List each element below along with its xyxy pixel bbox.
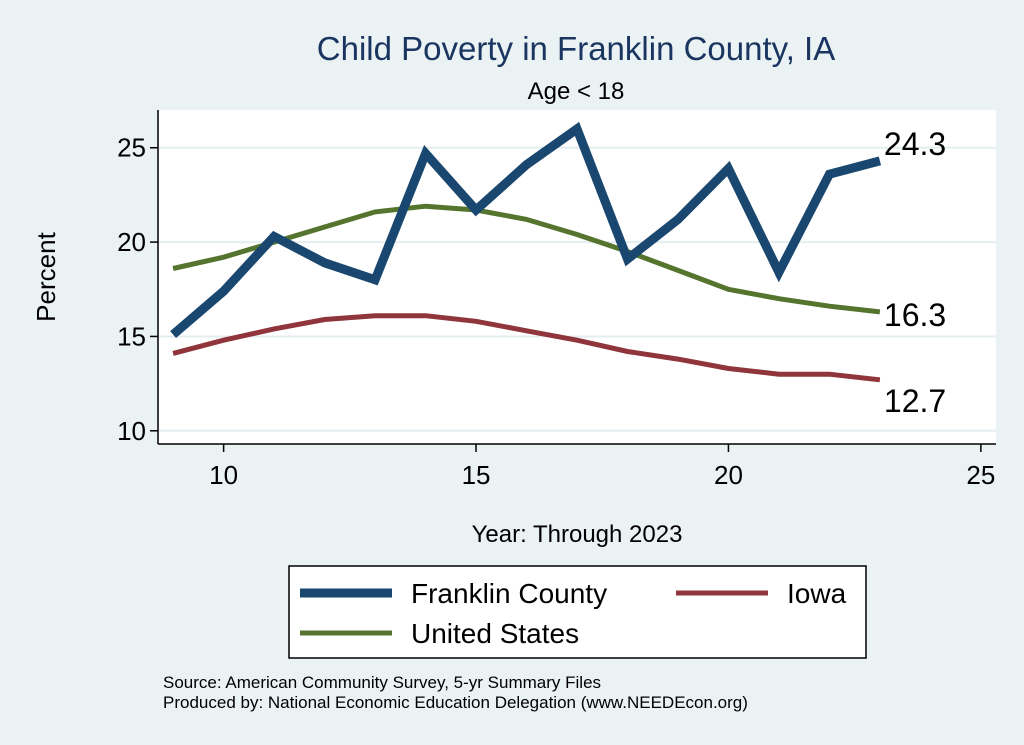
legend-label-iowa: Iowa [787,578,847,609]
series-line-iowa [172,313,881,383]
legend: Franklin County Iowa United States [288,565,867,659]
xtick-label-20: 20 [714,460,743,490]
y-ticks: 10 15 20 25 [117,133,158,446]
xtick-label-10: 10 [209,460,238,490]
source-note: Source: American Community Survey, 5-yr … [163,673,601,692]
series-line-united-states [172,203,881,315]
ytick-label-15: 15 [117,321,146,351]
legend-box [288,565,867,659]
ytick-label-25: 25 [117,133,146,163]
chart-subtitle: Age < 18 [528,78,625,105]
x-ticks: 10 15 20 25 [209,444,995,490]
end-label-united-states: 16.3 [884,297,946,333]
xtick-label-25: 25 [966,460,995,490]
produced-by-note: Produced by: National Economic Education… [163,693,748,712]
end-label-franklin-county: 24.3 [884,126,946,162]
series-line-franklin-county [170,121,882,339]
axes [157,110,996,445]
legend-label-franklin-county: Franklin County [411,578,607,609]
end-label-iowa: 12.7 [884,383,946,419]
y-axis-label: Percent [31,231,61,321]
series [170,121,882,383]
grid [158,146,996,432]
x-axis-label: Year: Through 2023 [472,521,683,548]
xtick-label-15: 15 [462,460,491,490]
ytick-label-10: 10 [117,416,146,446]
end-labels: 24.3 12.7 16.3 [884,126,946,419]
ytick-label-20: 20 [117,227,146,257]
legend-label-united-states: United States [411,618,579,649]
chart-title: Child Poverty in Franklin County, IA [317,30,835,67]
